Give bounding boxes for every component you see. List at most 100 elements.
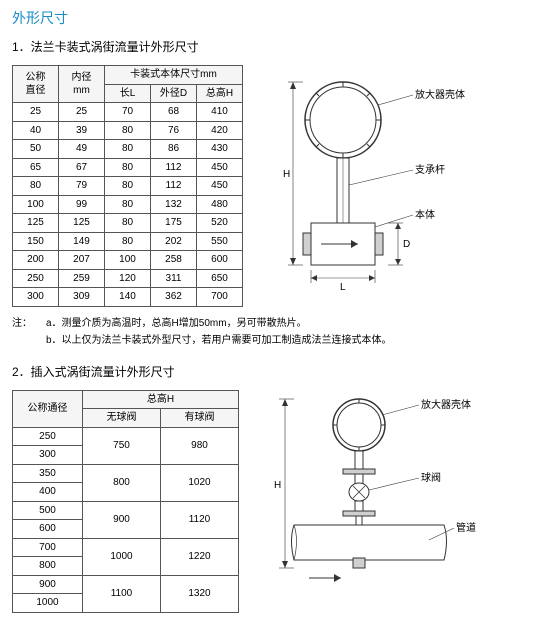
table-cell: 80 (105, 195, 151, 214)
table-row: 250750980 (13, 427, 239, 446)
table-cell: 250 (13, 269, 59, 288)
table-cell: 311 (151, 269, 197, 288)
table-cell: 100 (13, 195, 59, 214)
table-cell: 112 (151, 158, 197, 177)
table-row: 50498086430 (13, 140, 243, 159)
table-row: 200207100258600 (13, 251, 243, 270)
table-cell: 1020 (161, 464, 239, 501)
table-cell: 79 (59, 177, 105, 196)
table-cell: 120 (105, 269, 151, 288)
section2-title: 2．插入式涡街流量计外形尺寸 (12, 363, 538, 380)
table-row: 807980112450 (13, 177, 243, 196)
t2-h-dn: 公称通径 (13, 390, 83, 427)
lbl-valve: 球阀 (421, 471, 441, 484)
table-cell: 1220 (161, 538, 239, 575)
table-row: 300309140362700 (13, 288, 243, 307)
table-cell: 300 (13, 288, 59, 307)
t1-h-group: 卡装式本体尺寸mm (105, 66, 243, 85)
table-cell: 132 (151, 195, 197, 214)
t2-h-s2: 有球阀 (161, 409, 239, 428)
table-row: 656780112450 (13, 158, 243, 177)
table-cell: 362 (151, 288, 197, 307)
lbl-pipe: 管道 (456, 521, 476, 534)
table-cell: 125 (13, 214, 59, 233)
table-cell: 149 (59, 232, 105, 251)
table-cell: 99 (59, 195, 105, 214)
table-cell: 112 (151, 177, 197, 196)
table-cell: 650 (197, 269, 243, 288)
table-cell: 400 (13, 483, 83, 502)
notes: 注：a．测量介质为高温时，总高H增加50mm，另可带散热片。 b．以上仅为法兰卡… (12, 315, 538, 349)
section1-title: 1．法兰卡装式涡街流量计外形尺寸 (12, 38, 538, 55)
t1-h-H: 总高H (197, 84, 243, 103)
table-cell: 258 (151, 251, 197, 270)
note-b: b．以上仅为法兰卡装式外型尺寸，若用户需要可加工制造成法兰连接式本体。 (46, 332, 392, 349)
t1-h-id: 内径mm (59, 66, 105, 103)
table-cell: 900 (13, 575, 83, 594)
table-cell: 207 (59, 251, 105, 270)
table-cell: 80 (105, 232, 151, 251)
table-cell: 25 (59, 103, 105, 122)
table-cell: 80 (105, 177, 151, 196)
table-cell: 1100 (83, 575, 161, 612)
table-cell: 1320 (161, 575, 239, 612)
table-cell: 750 (83, 427, 161, 464)
table-cell: 25 (13, 103, 59, 122)
t2-h-group: 总高H (83, 390, 239, 409)
dim-D: D (403, 239, 410, 250)
table-cell: 600 (197, 251, 243, 270)
table-cell: 700 (13, 538, 83, 557)
table-row: 1009980132480 (13, 195, 243, 214)
table-cell: 250 (13, 427, 83, 446)
table-cell: 800 (83, 464, 161, 501)
table-row: 12512580175520 (13, 214, 243, 233)
table-cell: 900 (83, 501, 161, 538)
table-cell: 39 (59, 121, 105, 140)
table-cell: 410 (197, 103, 243, 122)
table-cell: 76 (151, 121, 197, 140)
table-clamp: 公称直径 内径mm 卡装式本体尺寸mm 长L 外径D 总高H 252570684… (12, 65, 243, 307)
table-cell: 600 (13, 520, 83, 539)
table-cell: 202 (151, 232, 197, 251)
table-cell: 350 (13, 464, 83, 483)
table-cell: 980 (161, 427, 239, 464)
lbl-rod: 支承杆 (415, 164, 445, 176)
page-title: 外形尺寸 (12, 8, 538, 28)
table-row: 5009001120 (13, 501, 239, 520)
table-cell: 450 (197, 177, 243, 196)
table-cell: 80 (105, 214, 151, 233)
diagram-insert: 放大器壳体 球阀 管道 H (259, 390, 538, 600)
t2-h-s1: 无球阀 (83, 409, 161, 428)
lbl-amp2: 放大器壳体 (421, 398, 471, 411)
table-cell: 430 (197, 140, 243, 159)
table-cell: 800 (13, 557, 83, 576)
table-cell: 80 (105, 158, 151, 177)
table-cell: 200 (13, 251, 59, 270)
table-cell: 68 (151, 103, 197, 122)
diagram-clamp: 放大器壳体 支承杆 本体 H D L (263, 65, 538, 305)
table-cell: 450 (197, 158, 243, 177)
table-cell: 1000 (13, 594, 83, 613)
table-row: 250259120311650 (13, 269, 243, 288)
table-cell: 500 (13, 501, 83, 520)
table-cell: 300 (13, 446, 83, 465)
table-cell: 80 (105, 121, 151, 140)
table-cell: 480 (197, 195, 243, 214)
table-cell: 150 (13, 232, 59, 251)
table-cell: 80 (13, 177, 59, 196)
lbl-body: 本体 (415, 208, 435, 221)
table-cell: 259 (59, 269, 105, 288)
table-cell: 175 (151, 214, 197, 233)
table-cell: 67 (59, 158, 105, 177)
table-cell: 1120 (161, 501, 239, 538)
table-cell: 1000 (83, 538, 161, 575)
table-cell: 520 (197, 214, 243, 233)
table-row: 40398076420 (13, 121, 243, 140)
table-row: 15014980202550 (13, 232, 243, 251)
table-row: 70010001220 (13, 538, 239, 557)
table-row: 90011001320 (13, 575, 239, 594)
table-cell: 70 (105, 103, 151, 122)
t1-h-D: 外径D (151, 84, 197, 103)
t1-h-L: 长L (105, 84, 151, 103)
table-cell: 86 (151, 140, 197, 159)
